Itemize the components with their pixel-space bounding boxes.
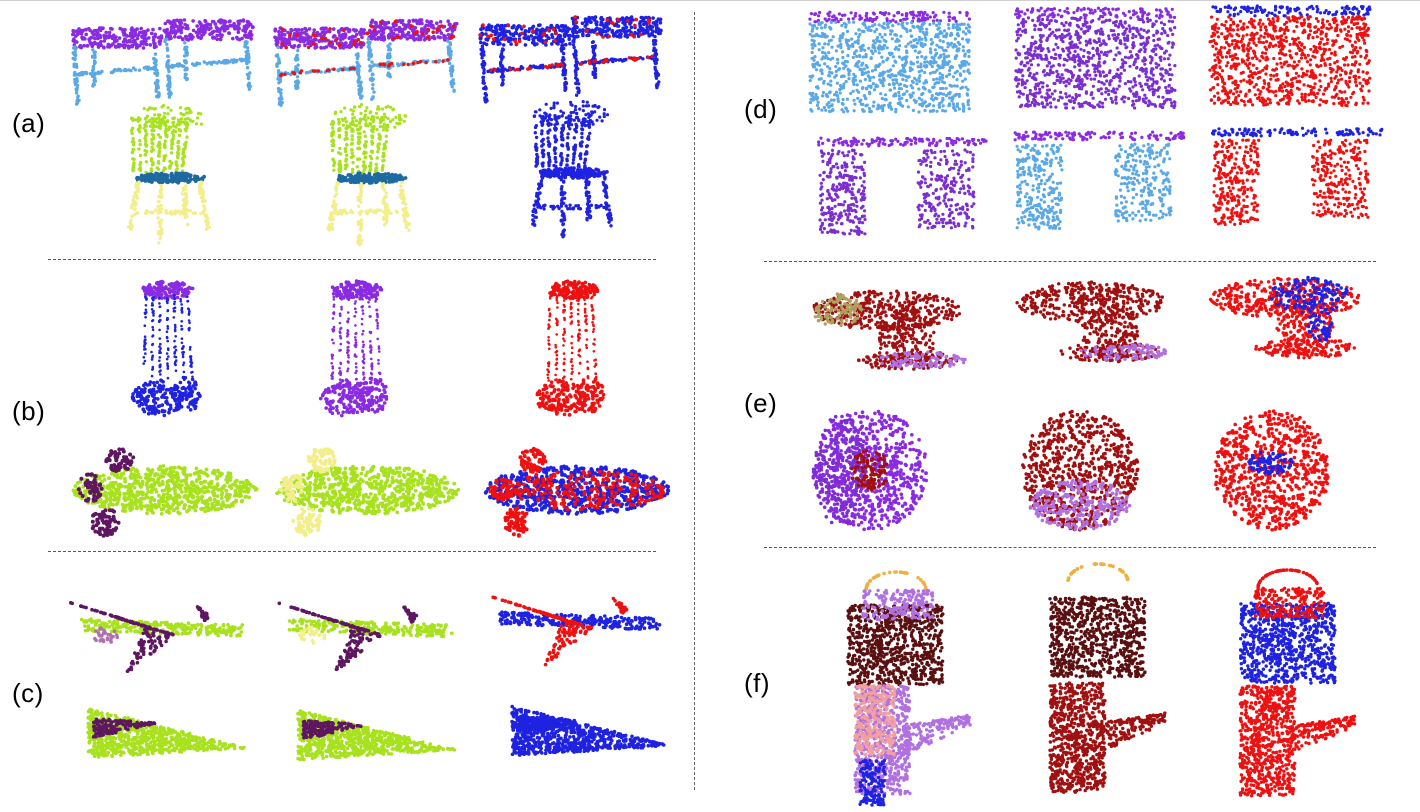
table-point-cloud: [1208, 4, 1371, 107]
desk-point-cloud: [1014, 131, 1186, 231]
chair-l-point-cloud: [853, 683, 971, 806]
airplane-point-cloud: [69, 601, 244, 673]
bag-point-cloud: [1048, 562, 1146, 679]
hat-point-cloud: [813, 290, 967, 371]
bench-point-cloud: [71, 18, 255, 106]
bag-point-cloud: [1239, 568, 1337, 685]
lamp-point-cloud: [319, 279, 388, 417]
chair-point-cloud: [326, 103, 410, 246]
cap-point-cloud: [812, 410, 929, 531]
jet-point-cloud: [510, 705, 665, 757]
lamp-point-cloud: [131, 280, 202, 417]
chair-l-point-cloud: [1048, 681, 1166, 794]
chair-point-cloud: [531, 100, 613, 238]
table-point-cloud: [808, 11, 971, 114]
jet-point-cloud: [296, 709, 456, 761]
desk-point-cloud: [1211, 127, 1384, 226]
bag-point-cloud: [846, 570, 944, 686]
desk-point-cloud: [817, 137, 988, 236]
airship-point-cloud: [275, 447, 460, 537]
airplane-point-cloud: [278, 602, 454, 672]
table-point-cloud: [1014, 7, 1177, 110]
airship-point-cloud: [484, 447, 670, 538]
hat-point-cloud: [1015, 280, 1167, 363]
chair-l-point-cloud: [1238, 685, 1356, 798]
airplane-point-cloud: [491, 596, 661, 667]
bench-point-cloud: [478, 15, 662, 103]
bench-point-cloud: [273, 18, 458, 107]
lamp-point-cloud: [536, 279, 606, 416]
jet-point-cloud: [86, 708, 246, 759]
chair-point-cloud: [127, 104, 211, 245]
airship-point-cloud: [72, 447, 259, 537]
cap-point-cloud: [1021, 410, 1139, 532]
